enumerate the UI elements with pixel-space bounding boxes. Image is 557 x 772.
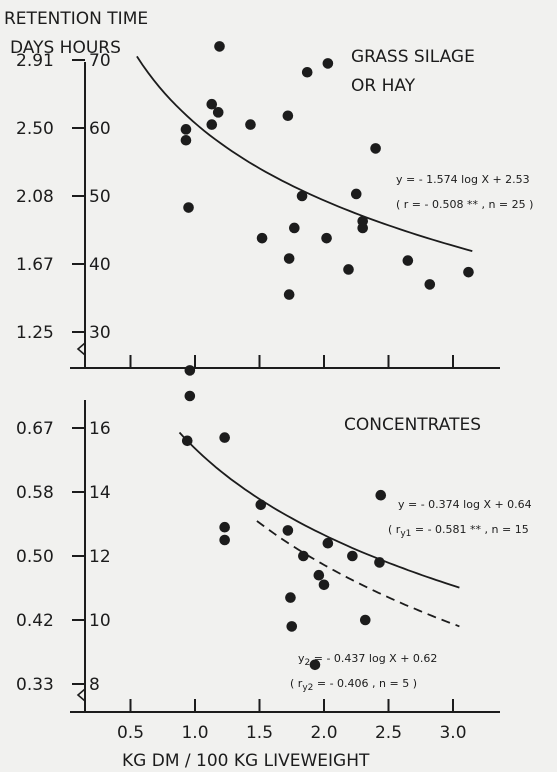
data-point <box>289 222 300 234</box>
y-tick-label-hours: 12 <box>89 547 111 567</box>
data-point <box>206 119 218 130</box>
data-point <box>343 264 354 275</box>
y-tick-label-days: 0.67 <box>16 419 54 439</box>
y-tick-label-days: 1.25 <box>16 323 54 343</box>
y-tick-label-hours: 10 <box>89 611 111 631</box>
data-point <box>402 255 414 266</box>
top-axis-break <box>76 342 86 356</box>
x-tick-label: 2.0 <box>310 723 337 743</box>
data-point <box>301 66 313 78</box>
y-tick-label-days: 2.08 <box>16 187 54 207</box>
data-point <box>321 232 332 244</box>
y-axis-title: RETENTION TIME <box>4 9 148 29</box>
x-tick-label: 0.5 <box>117 723 144 743</box>
data-point <box>255 499 267 511</box>
x-tick-label: 1.5 <box>246 723 273 743</box>
y-tick-label-days: 0.42 <box>16 611 54 631</box>
data-point <box>313 569 325 581</box>
data-point <box>219 521 230 533</box>
dashed-fit-curve <box>256 520 460 628</box>
data-point <box>285 592 296 603</box>
top-panel-title: GRASS SILAGE <box>351 47 475 67</box>
data-point <box>219 534 230 546</box>
data-point <box>184 365 196 376</box>
panel-grass-silage: GRASS SILAGE OR HAY y = - 1.574 log X + … <box>16 41 533 369</box>
bottom-axis-break <box>76 688 86 702</box>
data-point <box>256 232 268 244</box>
y-tick-label-days: 0.50 <box>16 547 54 567</box>
data-point <box>212 107 224 118</box>
data-point <box>375 489 387 501</box>
top-panel-title-line2: OR HAY <box>351 76 416 96</box>
fit-curve <box>136 55 473 252</box>
y-tick-label-hours: 16 <box>89 419 111 439</box>
y-tick-label-hours: 70 <box>89 51 111 71</box>
data-point <box>463 266 474 278</box>
data-point <box>180 134 192 146</box>
y-tick-label-hours: 50 <box>89 187 111 207</box>
y-tick-label-hours: 30 <box>89 323 111 343</box>
data-point <box>359 614 371 626</box>
data-point <box>245 119 256 130</box>
y-tick-label-hours: 60 <box>89 119 111 139</box>
data-point <box>219 432 230 443</box>
data-point <box>283 289 295 300</box>
data-point <box>296 190 308 202</box>
y-tick-label-hours: 14 <box>89 483 111 503</box>
y-tick-label-days: 0.33 <box>16 675 54 695</box>
y-tick-label-days: 1.67 <box>16 255 54 275</box>
bottom-fit-stats: ( ry1 = - 0.581 ** , n = 15 <box>388 523 529 539</box>
data-point <box>282 110 294 122</box>
y-tick-label-hours: 40 <box>89 255 111 275</box>
panel-concentrates: CONCENTRATES y = - 0.374 log X + 0.64 ( … <box>16 365 532 743</box>
data-point <box>286 621 298 632</box>
data-point <box>184 390 196 402</box>
data-point <box>424 279 436 290</box>
bottom-panel-title: CONCENTRATES <box>344 415 481 435</box>
data-point <box>180 124 192 135</box>
data-point <box>347 550 358 562</box>
y-tick-label-days: 2.50 <box>16 119 54 139</box>
x-tick-label: 2.5 <box>375 723 402 743</box>
y-axis-units: DAYS HOURS <box>10 38 121 58</box>
y-tick-label-hours: 8 <box>89 675 100 695</box>
top-fit-stats: ( r = - 0.508 ** , n = 25 ) <box>396 198 533 211</box>
data-point <box>350 188 362 200</box>
data-point <box>183 202 194 213</box>
fit-curve <box>178 431 460 589</box>
data-point <box>206 98 218 110</box>
data-point <box>322 58 334 69</box>
data-point <box>370 143 381 154</box>
x-axis-title: KG DM / 100 KG LIVEWEIGHT <box>122 751 370 771</box>
dashed-fit-equation: y2 = - 0.437 log X + 0.62 <box>298 652 437 668</box>
data-point <box>322 537 334 549</box>
data-point <box>298 550 309 562</box>
data-point <box>318 579 330 591</box>
data-point <box>309 659 321 671</box>
data-point <box>357 222 369 234</box>
x-tick-label: 1.0 <box>181 723 208 743</box>
data-point <box>214 41 225 52</box>
y-tick-label-days: 2.91 <box>16 51 54 71</box>
dashed-fit-stats: ( ry2 = - 0.406 , n = 5 ) <box>290 677 417 693</box>
data-point <box>283 253 295 264</box>
bottom-fit-equation: y = - 0.374 log X + 0.64 <box>398 498 532 511</box>
top-fit-equation: y = - 1.574 log X + 2.53 <box>396 173 530 186</box>
x-tick-label: 3.0 <box>439 723 466 743</box>
data-point <box>282 525 294 536</box>
y-tick-label-days: 0.58 <box>16 483 54 503</box>
